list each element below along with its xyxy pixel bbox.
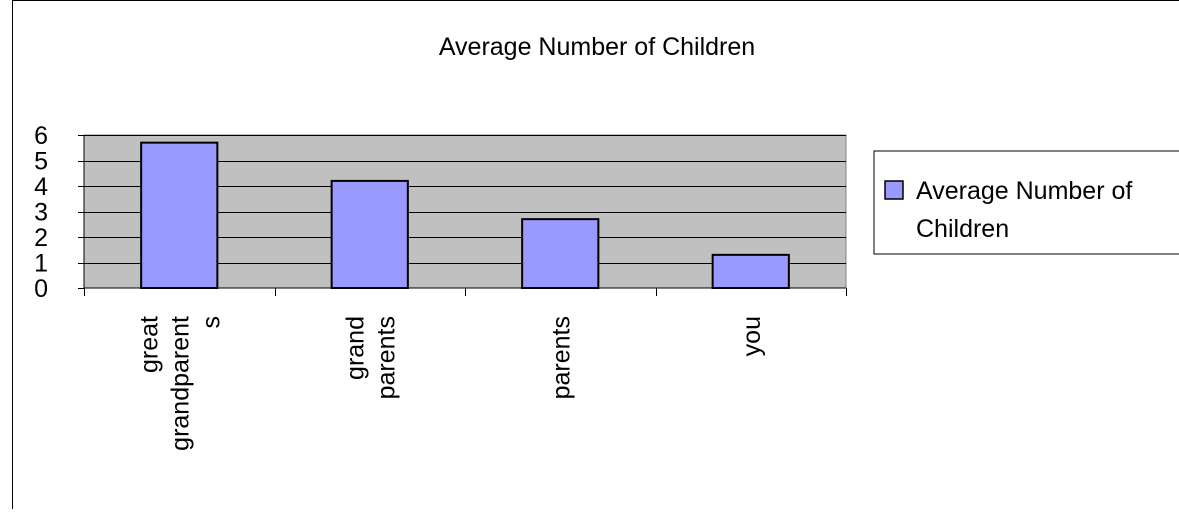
y-tick-label: 2 [34, 224, 48, 252]
y-tick-label: 1 [34, 250, 48, 278]
x-tick-label: s [197, 316, 225, 329]
y-tick-label: 3 [34, 199, 48, 227]
x-tick-label: parents [372, 316, 400, 399]
y-tick-label: 0 [34, 275, 48, 303]
bar [521, 218, 600, 289]
legend-swatch [884, 180, 904, 200]
x-tick-label: great [135, 316, 163, 373]
chart-title: Average Number of Children [439, 33, 755, 61]
legend-box [873, 150, 1179, 255]
legend-label-line-1: Average Number of [916, 177, 1132, 205]
bars [140, 141, 790, 290]
x-axis-ticks [84, 288, 847, 296]
x-tick-label: grandparent [166, 316, 194, 451]
bar [140, 141, 219, 289]
x-tick-label: grand [341, 316, 369, 380]
bar [711, 253, 790, 290]
y-tick-label: 5 [34, 148, 48, 176]
x-tick-label: parents [547, 316, 575, 399]
x-axis-labels: great grandparent s grand parents parents you [135, 316, 766, 451]
legend: Average Number of Children [873, 150, 1179, 255]
x-tick-label: you [738, 316, 766, 356]
y-tick-label: 6 [34, 122, 48, 150]
bar [330, 179, 409, 289]
y-tick-label: 4 [34, 173, 48, 201]
legend-label-line-2: Children [916, 215, 1009, 243]
